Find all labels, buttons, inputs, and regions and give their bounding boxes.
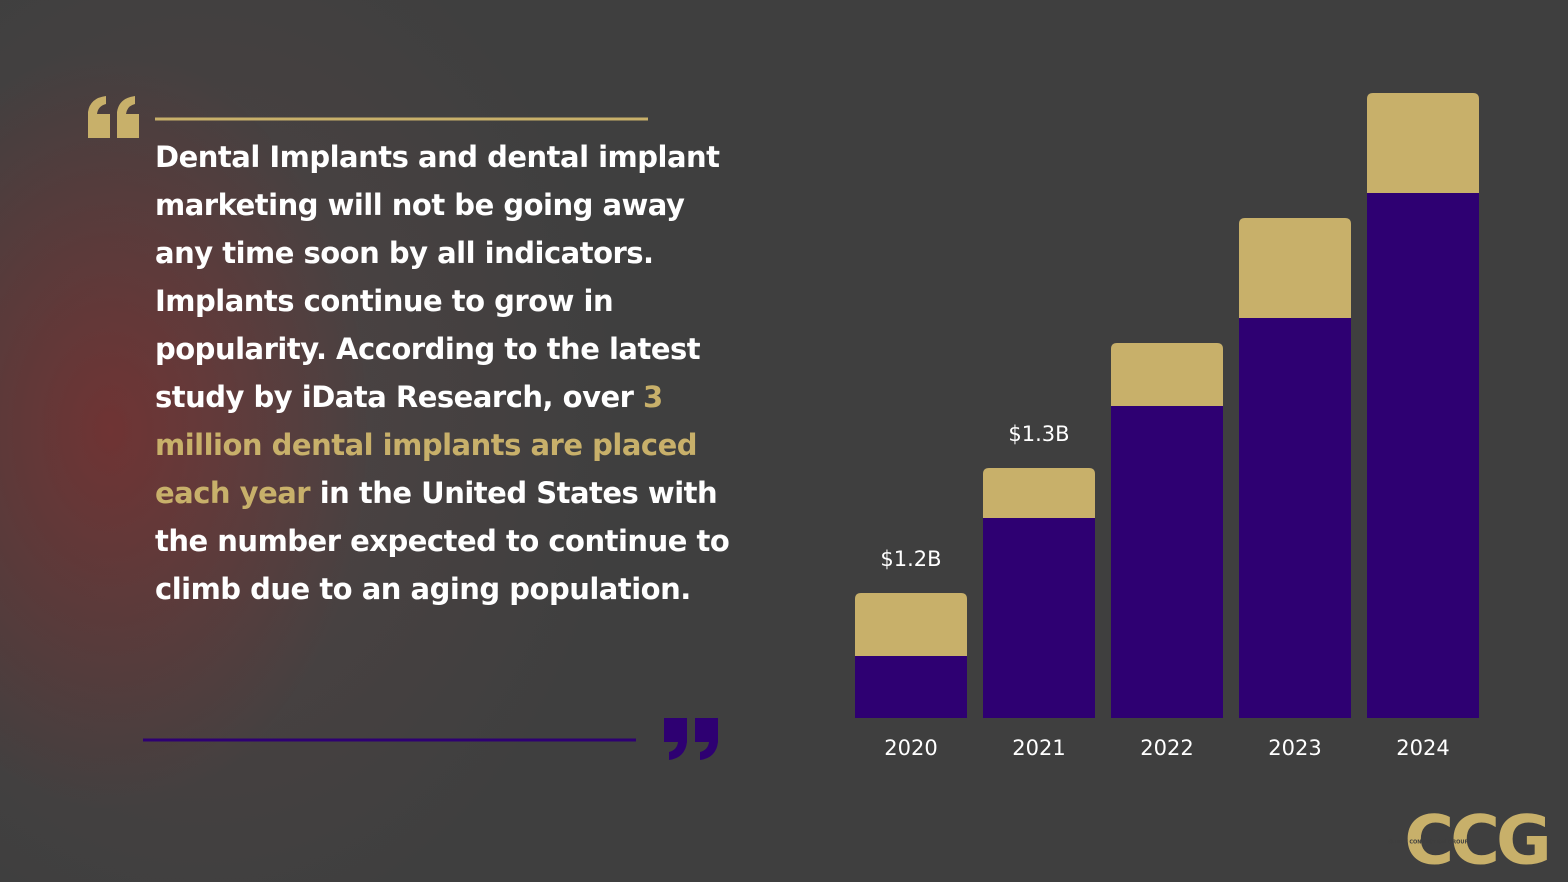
quote-segment: Dental Implants and dental implant marke…: [155, 140, 720, 414]
bar-segment: [983, 468, 1095, 518]
annotation: $1.2B: [880, 547, 941, 571]
highlight-text: 3 million dental implants are placed eac…: [155, 380, 698, 510]
annotation: $1.3B: [1008, 422, 1069, 446]
quote-segment: in the United States with the number exp…: [155, 476, 730, 606]
open-quote: [88, 96, 139, 138]
quote-text: Dental Implants and dental implant marke…: [155, 133, 730, 613]
bar-segment: [1367, 93, 1479, 193]
bar-segment: [855, 593, 967, 656]
close-quote: [664, 718, 718, 760]
x-tick-label: 2024: [1396, 736, 1449, 760]
bar-segment: [1111, 343, 1223, 406]
x-tick-label: 2023: [1268, 736, 1321, 760]
x-tick-label: 2021: [1012, 736, 1065, 760]
bar-segment: [983, 518, 1095, 718]
x-tick-label: 2022: [1140, 736, 1193, 760]
bar-segment: [1239, 218, 1351, 318]
x-tick-label: 2020: [884, 736, 937, 760]
bar-segment: [1111, 406, 1223, 718]
bar-segment: [1239, 318, 1351, 718]
logo-mark: CCG: [1404, 802, 1548, 881]
bar-segment: [855, 656, 967, 718]
bar-segment: [1367, 193, 1479, 718]
logo-name: CLIENT CONNECTION GROUP: [1388, 840, 1469, 846]
